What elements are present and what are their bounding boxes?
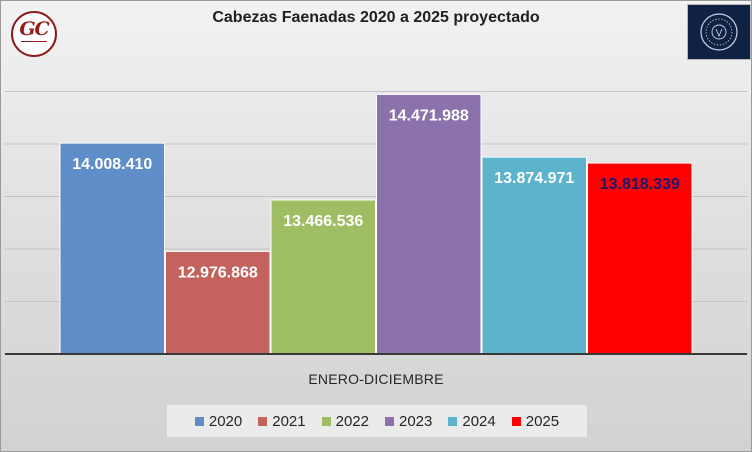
data-label-2023: 14.471.988: [389, 107, 469, 124]
data-label-2020: 14.008.410: [72, 156, 152, 173]
gc-logo: GC: [11, 11, 57, 57]
gc-logo-text: GC: [19, 18, 49, 40]
bar-2023: [376, 93, 482, 355]
bar-2021: [165, 250, 271, 355]
legend-swatch: [321, 416, 331, 426]
data-label-2021: 12.976.868: [178, 264, 258, 281]
legend-label: 2023: [399, 412, 433, 430]
legend-swatch: [194, 416, 204, 426]
legend-item-2020: 2020: [194, 412, 243, 430]
legend-item-2023: 2023: [385, 413, 432, 430]
legend-item-2021: 2021: [258, 412, 306, 430]
data-label-2024: 13.874.971: [494, 170, 574, 187]
legend-item-2024: 2024: [448, 412, 496, 430]
seal-icon: [687, 4, 751, 60]
legend-label: 2022: [335, 412, 369, 430]
legend-item-2025: 2025: [511, 412, 560, 430]
legend-swatch: [448, 416, 458, 426]
legend-swatch: [385, 416, 394, 426]
legend-label: 2021: [272, 412, 306, 430]
legend-swatch: [511, 416, 521, 426]
bar-2024: [481, 156, 587, 355]
bar-2020: [59, 142, 165, 355]
legend-label: 2020: [208, 412, 243, 430]
x-category-label: ENERO-DICIEMBRE: [308, 371, 444, 387]
legend-label: 2024: [462, 412, 496, 430]
legend: 2020 2021 2022 2023 2024 2025: [167, 405, 587, 437]
legend-swatch: [258, 416, 268, 426]
bar-2025: [587, 162, 693, 355]
data-label-2022: 13.466.536: [283, 213, 363, 230]
data-label-2025: 13.818.339: [600, 176, 680, 193]
legend-item-2022: 2022: [321, 412, 369, 430]
chart-title: Cabezas Faenadas 2020 a 2025 proyectado: [212, 9, 540, 26]
legend-label: 2025: [525, 412, 560, 430]
